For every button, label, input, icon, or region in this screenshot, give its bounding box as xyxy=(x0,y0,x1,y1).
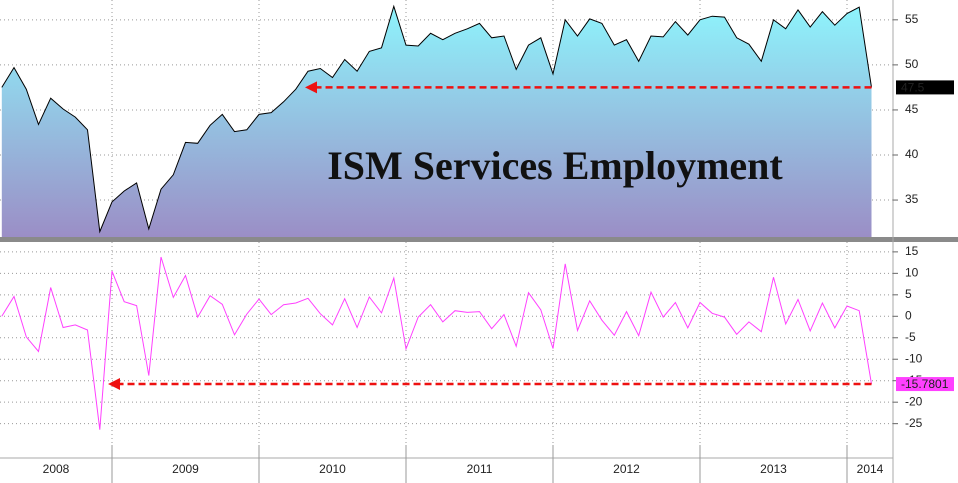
last-value-label: -15.7801 xyxy=(901,377,949,391)
arrow-head xyxy=(305,81,317,94)
arrow-head xyxy=(108,378,120,391)
x-tick-label: 2008 xyxy=(43,462,70,476)
last-value-box xyxy=(896,80,954,95)
panel-separator xyxy=(0,237,958,242)
y-tick-label: -25 xyxy=(905,416,923,430)
area-fill xyxy=(1,6,872,237)
line xyxy=(1,256,872,430)
y-tick-label: 55 xyxy=(905,12,919,26)
last-value-box xyxy=(896,377,954,392)
y-tick-label: -5 xyxy=(905,330,916,344)
x-tick-label: 2014 xyxy=(857,462,884,476)
x-tick-label: 2011 xyxy=(467,462,493,476)
x-tick-label: 2012 xyxy=(613,462,640,476)
y-tick-label: 10 xyxy=(905,266,919,280)
last-value-label: 47.5 xyxy=(901,81,925,95)
y-tick-label: 0 xyxy=(905,308,912,322)
y-tick-label: -10 xyxy=(905,351,923,365)
chart-title: ISM Services Employment xyxy=(327,143,783,188)
y-tick-label: 35 xyxy=(905,192,919,206)
y-tick-label: 40 xyxy=(905,147,919,161)
area-line xyxy=(1,4,872,234)
y-tick-label: 45 xyxy=(905,102,919,116)
x-tick-label: 2009 xyxy=(172,462,199,476)
x-tick-label: 2013 xyxy=(760,462,787,476)
y-tick-label: 5 xyxy=(905,287,912,301)
y-tick-label: -20 xyxy=(905,394,923,408)
y-tick-label: 50 xyxy=(905,57,919,71)
y-tick-label: 15 xyxy=(905,244,919,258)
x-tick-label: 2010 xyxy=(319,462,346,476)
